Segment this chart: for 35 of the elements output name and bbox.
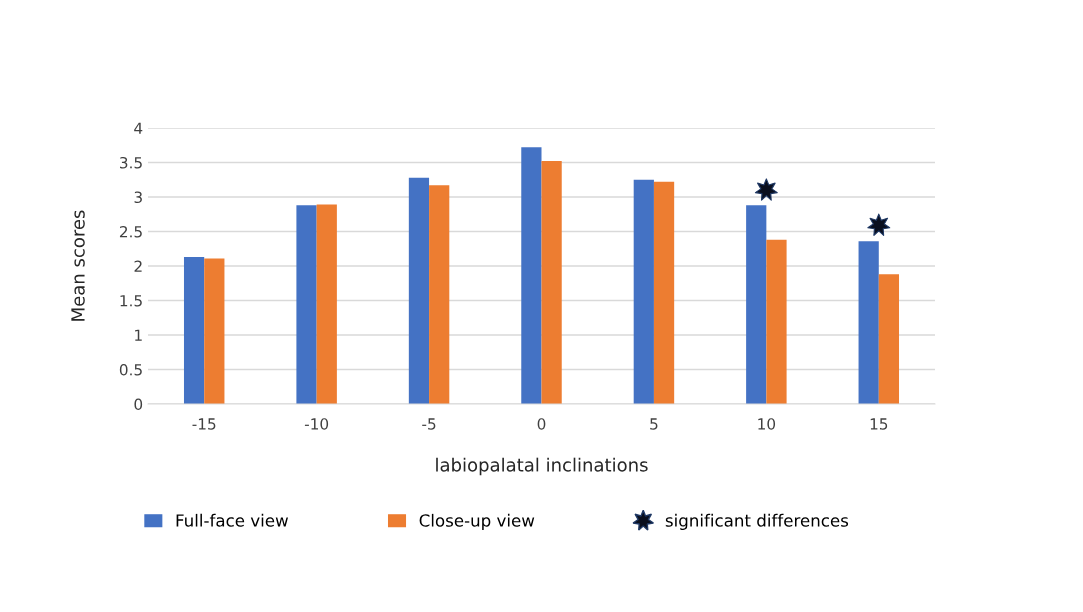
y-tick-label: 3.5 [120,156,142,169]
x-tick-label: 10 [758,418,776,430]
y-tick-label: 1.5 [120,295,142,307]
bar [653,181,675,404]
x-tick-label: 5 [650,418,658,430]
x-tick-label: 15 [870,418,888,430]
y-tick-label: 1 [135,329,142,341]
legend-label: Full-face view [176,513,288,527]
bar [766,239,787,404]
y-tick-label: 2.5 [119,225,142,238]
x-tick-label: -15 [192,418,216,430]
x-tick-label: 0 [537,418,546,430]
x-axis-title: labiopalatal inclinations [436,457,648,476]
bar [878,274,900,404]
bar [746,205,767,404]
y-tick-label: 4 [134,122,143,134]
legend-label: Close-up view [419,513,535,530]
bar [408,177,430,404]
y-tick-label: 2 [134,260,142,272]
bar [204,258,225,404]
legend-label: significant differences [665,513,849,530]
bar [316,204,337,404]
bar [541,161,562,404]
bar [858,241,879,404]
y-tick-label: 3 [134,191,142,204]
bar [633,179,654,404]
x-tick-label: -5 [422,418,436,430]
x-tick-label: -10 [304,418,329,430]
bar [521,147,542,404]
bar [296,205,317,404]
y-axis-title: Mean scores [71,210,85,321]
bar [183,257,205,404]
y-tick-label: 0 [134,398,143,411]
bar [429,185,450,404]
y-tick-label: 0.5 [119,363,142,376]
